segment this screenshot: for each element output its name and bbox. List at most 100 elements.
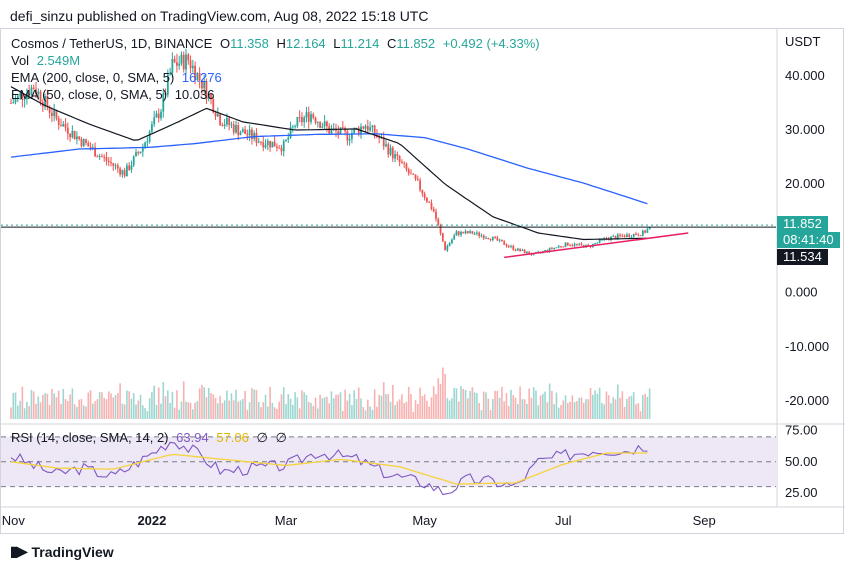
volume-bar <box>473 392 476 419</box>
candle-body <box>494 236 496 238</box>
volume-bar <box>601 402 603 419</box>
ema50-line <box>10 86 648 241</box>
volume-bar <box>214 397 217 419</box>
candle-body <box>330 128 333 134</box>
candle-body <box>76 136 78 140</box>
volume-bar <box>628 396 630 419</box>
candle-body <box>89 146 92 149</box>
candle-body <box>437 219 440 226</box>
candle-body <box>321 126 324 128</box>
candle-body <box>435 211 437 220</box>
candle-body <box>614 236 617 239</box>
candle-body <box>316 122 319 123</box>
volume-bar <box>194 402 196 419</box>
candle-body <box>428 201 431 203</box>
volume-bar <box>326 396 328 419</box>
candle-body <box>214 112 217 117</box>
volume-bar <box>96 399 99 419</box>
candle-body <box>116 165 119 169</box>
volume-bar <box>148 398 151 419</box>
volume-bar <box>310 402 312 419</box>
volume-bar <box>637 403 640 419</box>
candle-body <box>501 239 503 242</box>
candle-body <box>414 174 417 179</box>
volume-bar <box>303 392 305 419</box>
candle-body <box>157 113 160 119</box>
volume-bar <box>144 407 146 419</box>
volume-bar <box>335 394 337 419</box>
volume-bar <box>382 382 385 419</box>
volume-bar <box>430 397 433 419</box>
tradingview-logo[interactable]: ▮▶ TradingView <box>10 543 114 560</box>
candle-body <box>296 116 299 127</box>
volume-bar <box>321 398 324 419</box>
candle-body <box>35 89 37 95</box>
volume-bar <box>428 406 430 419</box>
candle-body <box>471 231 474 234</box>
volume-bar <box>273 407 276 419</box>
volume-bar <box>646 396 649 419</box>
volume-bar <box>648 388 651 419</box>
volume-bar <box>553 404 555 419</box>
rsi-ma-line <box>10 452 648 485</box>
volume-bar <box>298 408 301 419</box>
candle-body <box>278 147 281 149</box>
candle-body <box>430 202 433 210</box>
candle-body <box>289 127 292 138</box>
volume-bar <box>557 407 560 419</box>
volume-bar <box>494 390 496 419</box>
candle-body <box>53 109 56 116</box>
candle-body <box>241 129 244 133</box>
volume-bar <box>176 390 178 419</box>
volume-bar <box>19 400 21 419</box>
volume-bar <box>526 403 528 419</box>
volume-bar <box>44 393 46 419</box>
candle-body <box>251 129 253 140</box>
volume-bar <box>405 401 408 419</box>
publish-caption: defi_sinzu published on TradingView.com,… <box>10 8 429 24</box>
candle-body <box>546 250 549 252</box>
volume-bar <box>346 400 349 419</box>
candle-body <box>223 124 226 126</box>
volume-bar <box>76 407 78 419</box>
volume-bar <box>528 388 530 419</box>
candle-body <box>146 141 149 143</box>
volume-bar <box>403 402 405 419</box>
candle-body <box>85 139 87 144</box>
candle-body <box>57 118 60 126</box>
volume-bar <box>626 398 628 419</box>
candle-body <box>210 93 212 100</box>
volume-bar <box>587 399 590 419</box>
candle-body <box>389 147 392 155</box>
candle-body <box>71 130 74 138</box>
volume-bar <box>412 411 415 419</box>
candle-body <box>196 72 199 81</box>
volume-bar <box>469 391 471 419</box>
candle-body <box>398 156 401 162</box>
volume-bar <box>130 398 133 419</box>
rsi-na-2: ∅ <box>275 430 287 445</box>
volume-bar <box>35 403 37 419</box>
volume-bar <box>51 388 53 419</box>
volume-bar <box>94 401 96 419</box>
volume-bar <box>639 411 642 419</box>
candle-body <box>298 116 301 118</box>
rsi-axis-tick: 25.00 <box>785 485 818 500</box>
volume-bar <box>462 388 465 419</box>
volume-bar <box>62 388 65 419</box>
volume-bar <box>228 400 230 419</box>
candle-body <box>373 125 376 135</box>
volume-bar <box>314 397 317 419</box>
volume-bar <box>21 386 24 419</box>
candle-body <box>573 243 576 246</box>
volume-bar <box>605 391 608 419</box>
candle-body <box>448 243 451 246</box>
volume-bar <box>560 405 562 419</box>
volume-bar <box>103 397 105 419</box>
volume-bar <box>369 406 371 419</box>
volume-bar <box>357 387 360 419</box>
candle-body <box>528 251 531 254</box>
rsi-na-1: ∅ <box>256 430 268 445</box>
candle-body <box>453 235 456 240</box>
chart-canvas[interactable]: 40.000 30.000 20.000 0.000 -10.000 -20.000 USD… <box>1 29 845 535</box>
